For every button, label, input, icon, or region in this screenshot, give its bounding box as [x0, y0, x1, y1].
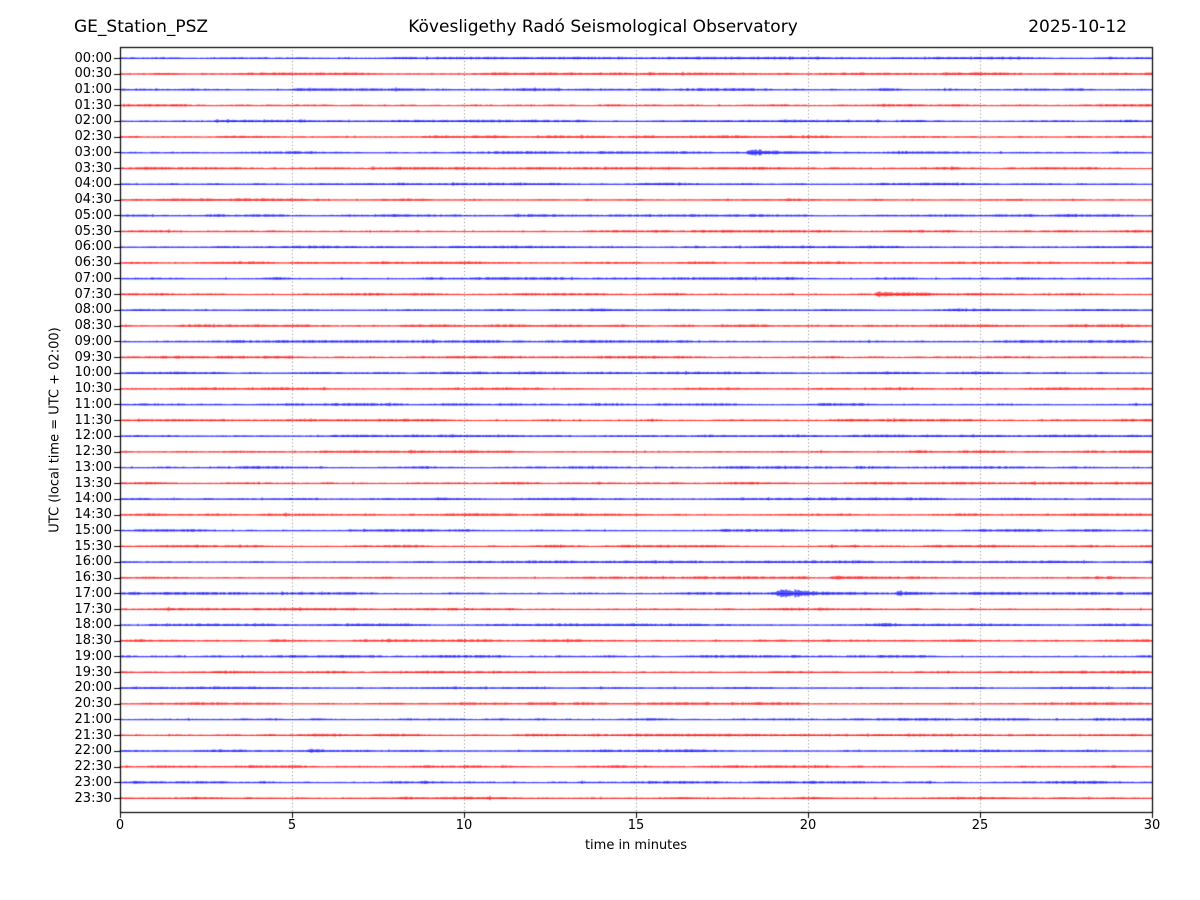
- y-tick-label: 03:00: [74, 144, 112, 160]
- y-tick-label: 20:30: [74, 696, 112, 712]
- x-tick-label: 25: [971, 818, 989, 833]
- y-tick-label: 06:00: [74, 239, 112, 255]
- x-axis-label: time in minutes: [584, 838, 688, 853]
- y-tick-label: 18:00: [74, 617, 112, 633]
- y-tick-label: 13:00: [74, 459, 112, 475]
- y-tick-label: 00:30: [74, 66, 112, 82]
- observatory-title: Kövesligethy Radó Seismological Observat…: [408, 17, 798, 37]
- x-tick-label: 0: [115, 818, 125, 833]
- y-tick-label: 20:00: [74, 680, 112, 696]
- y-tick-label: 12:30: [74, 444, 112, 460]
- y-tick-label: 17:30: [74, 601, 112, 617]
- y-tick-label: 21:00: [74, 711, 112, 727]
- y-tick-label: 13:30: [74, 475, 112, 491]
- y-tick-label: 07:30: [74, 286, 112, 302]
- x-tick-label: 20: [799, 818, 817, 833]
- y-tick-label: 06:30: [74, 255, 112, 271]
- y-tick-label: 16:30: [74, 570, 112, 586]
- y-tick-label: 21:30: [74, 727, 112, 743]
- y-tick-label: 01:30: [74, 97, 112, 113]
- y-tick-label: 14:30: [74, 507, 112, 523]
- y-tick-label: 19:00: [74, 648, 112, 664]
- y-tick-label: 08:00: [74, 302, 112, 318]
- x-tick-label: 5: [287, 818, 297, 833]
- y-tick-label: 05:30: [74, 223, 112, 239]
- y-tick-label: 23:30: [74, 790, 112, 806]
- y-tick-label: 03:30: [74, 160, 112, 176]
- station-title: GE_Station_PSZ: [74, 17, 209, 37]
- date-title: 2025-10-12: [1028, 17, 1127, 37]
- x-tick-label: 30: [1143, 818, 1161, 833]
- y-tick-label: 01:00: [74, 81, 112, 97]
- y-tick-label: 12:00: [74, 428, 112, 444]
- y-tick-label: 04:00: [74, 176, 112, 192]
- y-tick-label: 00:00: [74, 50, 112, 66]
- y-tick-label: 11:30: [74, 412, 112, 428]
- y-tick-label: 15:00: [74, 522, 112, 538]
- y-tick-label: 11:00: [74, 396, 112, 412]
- y-tick-label: 10:00: [74, 365, 112, 381]
- x-tick-label: 10: [455, 818, 473, 833]
- y-tick-label: 02:30: [74, 129, 112, 145]
- y-tick-label: 22:00: [74, 743, 112, 759]
- y-tick-label: 14:00: [74, 491, 112, 507]
- y-tick-label: 09:30: [74, 349, 112, 365]
- y-tick-label: 07:00: [74, 270, 112, 286]
- y-tick-label: 04:30: [74, 192, 112, 208]
- y-tick-label: 09:00: [74, 333, 112, 349]
- x-tick-label: 15: [627, 818, 645, 833]
- y-tick-label: 16:00: [74, 554, 112, 570]
- y-tick-label: 23:00: [74, 774, 112, 790]
- y-tick-label: 08:30: [74, 318, 112, 334]
- y-tick-label: 05:00: [74, 207, 112, 223]
- y-tick-label: 17:00: [74, 585, 112, 601]
- y-tick-label: 02:00: [74, 113, 112, 129]
- y-tick-label: 18:30: [74, 633, 112, 649]
- y-tick-label: 22:30: [74, 759, 112, 774]
- y-tick-label: 10:30: [74, 381, 112, 397]
- y-tick-label: 15:30: [74, 538, 112, 554]
- y-axis-label: UTC (local time = UTC + 02:00): [47, 327, 63, 533]
- y-tick-label: 19:30: [74, 664, 112, 680]
